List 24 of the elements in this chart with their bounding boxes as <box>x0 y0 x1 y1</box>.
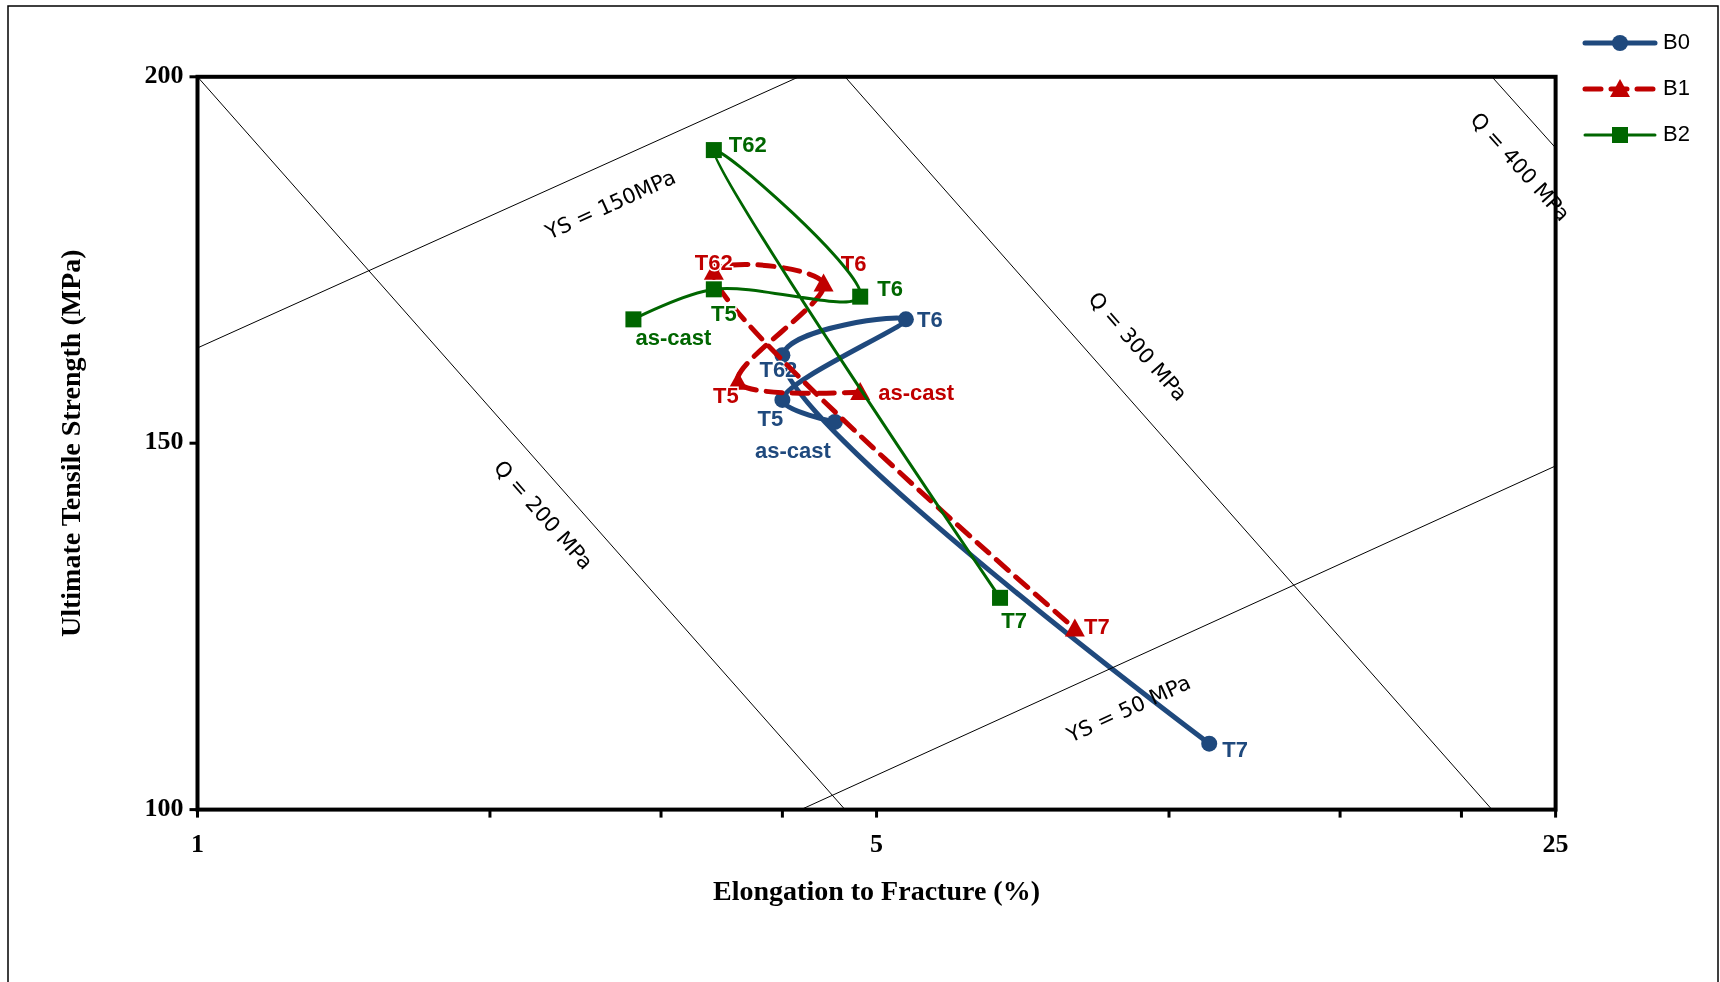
data-label: T5 <box>757 405 784 431</box>
x-tick-label: 25 <box>1542 828 1569 858</box>
data-label: T5 <box>710 301 737 327</box>
data-label: T7 <box>1001 607 1027 633</box>
data-label: T6 <box>877 276 904 302</box>
annotation: YS = 50 MPa <box>1062 670 1195 748</box>
data-label: T7 <box>1222 737 1249 763</box>
legend-label: B2 <box>1663 120 1690 146</box>
x-axis-title: Elongation to Fracture (%) <box>713 875 1040 906</box>
y-axis-title: Ultimate Tensile Strength (MPa) <box>55 249 86 637</box>
y-tick-label: 100 <box>144 792 184 822</box>
legend-label: B1 <box>1663 74 1690 100</box>
y-tick-label: 200 <box>144 59 184 89</box>
data-label: T6 <box>840 251 867 277</box>
legend-label: B0 <box>1663 28 1690 54</box>
data-label: T62 <box>728 131 767 157</box>
x-tick-label: 1 <box>191 828 204 858</box>
data-label: T6 <box>917 307 943 333</box>
data-label: T7 <box>1084 614 1110 640</box>
data-label: as-cast <box>635 325 712 351</box>
y-tick-label: 150 <box>144 426 184 456</box>
x-tick-label: 5 <box>870 828 884 858</box>
data-label: as-cast <box>878 379 955 405</box>
data-label: as-cast <box>754 437 832 463</box>
